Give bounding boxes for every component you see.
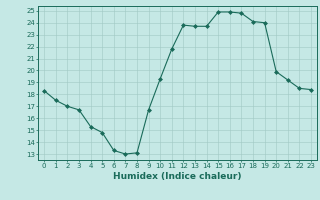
X-axis label: Humidex (Indice chaleur): Humidex (Indice chaleur)	[113, 172, 242, 181]
